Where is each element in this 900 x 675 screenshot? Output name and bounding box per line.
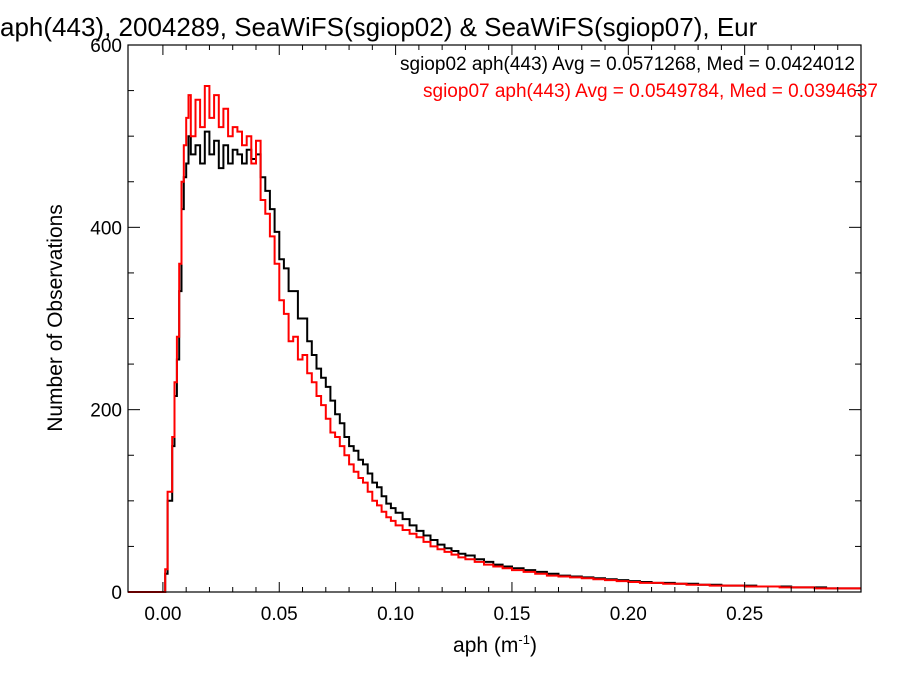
legend-entry-sgiop07: sgiop07 aph(443) Avg = 0.0549784, Med = …: [423, 81, 878, 102]
legend-entry-sgiop02: sgiop02 aph(443) Avg = 0.0571268, Med = …: [400, 54, 855, 75]
x-tick-label: 0.15: [493, 604, 530, 625]
y-tick-label: 200: [90, 401, 122, 422]
y-tick-label: 0: [111, 583, 122, 604]
y-tick-label: 400: [90, 218, 122, 239]
series-line-sgiop02: [128, 130, 861, 593]
x-tick-label: 0.00: [144, 604, 181, 625]
x-axis-label-superscript: -1: [518, 632, 530, 647]
x-axis-label-text: aph (m: [453, 634, 518, 657]
x-axis-label-tail: ): [530, 634, 537, 657]
series-line-sgiop07: [128, 85, 861, 593]
series-layer: [128, 85, 861, 593]
x-tick-label: 0.05: [261, 604, 298, 625]
x-tick-label: 0.20: [610, 604, 647, 625]
x-axis-label: aph (m-1): [453, 632, 537, 657]
y-axis-label: Number of Observations: [44, 204, 67, 432]
x-tick-label: 0.10: [377, 604, 414, 625]
tick-layer: 0.00 0.05 0.10 0.15 0.20 0.25 0 200 400 600: [90, 36, 861, 625]
x-tick-label: 0.25: [726, 604, 763, 625]
y-tick-label: 600: [90, 36, 122, 57]
chart-title: aph(443), 2004289, SeaWiFS(sgiop02) & Se…: [0, 12, 758, 42]
